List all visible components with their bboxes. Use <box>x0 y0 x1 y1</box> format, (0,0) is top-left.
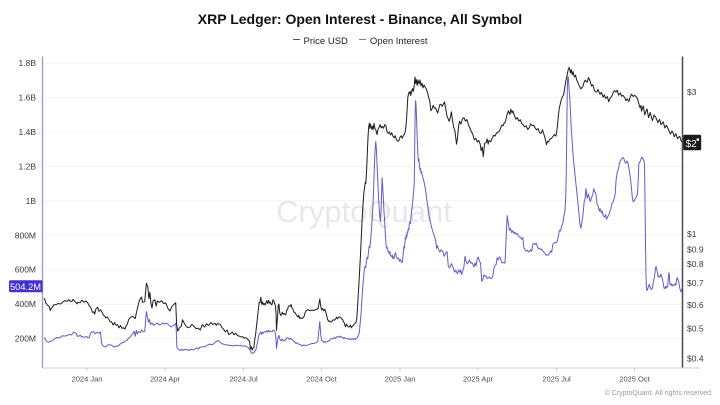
svg-text:$2: $2 <box>686 139 698 150</box>
svg-text:$3: $3 <box>687 87 697 97</box>
svg-text:200M: 200M <box>15 334 36 344</box>
svg-text:2025 Jan: 2025 Jan <box>385 375 416 384</box>
svg-text:2024 Apr: 2024 Apr <box>150 375 181 384</box>
svg-text:600M: 600M <box>15 265 36 275</box>
svg-text:$0.5: $0.5 <box>687 324 704 334</box>
svg-text:2025 Apr: 2025 Apr <box>463 375 494 384</box>
svg-text:1.8B: 1.8B <box>19 58 37 68</box>
svg-text:2025 Jul: 2025 Jul <box>542 375 571 384</box>
svg-text:400M: 400M <box>15 299 36 309</box>
svg-text:504.2M: 504.2M <box>10 282 41 292</box>
svg-text:1.6B: 1.6B <box>19 93 37 103</box>
svg-text:1.2B: 1.2B <box>19 161 37 171</box>
svg-text:1.4B: 1.4B <box>19 127 37 137</box>
svg-text:2024 Jul: 2024 Jul <box>229 375 258 384</box>
svg-text:$0.8: $0.8 <box>687 259 704 269</box>
svg-text:$0.9: $0.9 <box>687 244 704 254</box>
svg-text:$0.7: $0.7 <box>687 278 704 288</box>
svg-text:$0.6: $0.6 <box>687 300 704 310</box>
svg-text:2025 Oct: 2025 Oct <box>619 375 650 384</box>
svg-text:$0.4: $0.4 <box>687 353 704 363</box>
svg-text:1B: 1B <box>26 196 37 206</box>
svg-text:800M: 800M <box>15 230 36 240</box>
svg-text:2024 Jan: 2024 Jan <box>72 375 103 384</box>
svg-text:2024 Oct: 2024 Oct <box>306 375 337 384</box>
svg-text:$1: $1 <box>687 229 697 239</box>
svg-text:CryptoQuant: CryptoQuant <box>276 194 452 229</box>
